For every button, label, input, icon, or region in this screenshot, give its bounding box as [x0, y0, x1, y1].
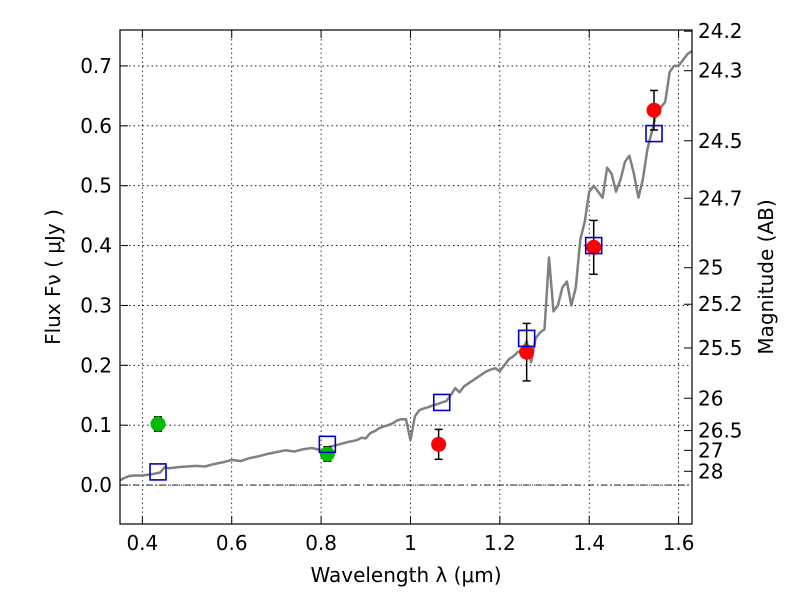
- y-tick-label: 0.1: [80, 413, 112, 437]
- y-tick-label: 0.4: [80, 234, 112, 258]
- plot-series: [119, 49, 693, 482]
- model-point: [584, 236, 603, 255]
- y2-tick-label: 26.5: [698, 419, 743, 443]
- y2-tick-label: 26: [698, 386, 723, 410]
- model-point: [517, 329, 536, 348]
- data-point: [431, 436, 447, 452]
- data-point: [519, 344, 535, 360]
- y2-tick-label: 28: [698, 459, 723, 483]
- model-point: [149, 463, 167, 481]
- data-point: [586, 239, 602, 255]
- y-tick-label: 0.2: [80, 353, 112, 377]
- x-axis-label: Wavelength λ (μm): [310, 563, 501, 587]
- data-point: [646, 102, 662, 118]
- spectrum-line: [119, 49, 693, 482]
- y2-tick-label: 24.7: [698, 186, 743, 210]
- y-tick-label: 0.3: [80, 293, 112, 317]
- y2-tick-label: 24.2: [698, 19, 743, 43]
- y2-tick-label: 24.5: [698, 129, 743, 153]
- data-point: [150, 416, 166, 432]
- y2-tick-label: 24.3: [698, 59, 743, 83]
- data-point: [319, 446, 335, 462]
- x-tick-label: 0.4: [126, 531, 158, 555]
- model-point: [432, 393, 451, 412]
- y-tick-label: 0.5: [80, 174, 112, 198]
- y2-tick-label: 25.2: [698, 292, 743, 316]
- grid: [120, 30, 692, 524]
- y2-tick-label: 27: [698, 438, 723, 462]
- y-tick-label: 0.7: [80, 54, 112, 78]
- x-tick-label: 0.8: [305, 531, 337, 555]
- x-tick-label: 1: [404, 531, 417, 555]
- x-tick-label: 1.2: [484, 531, 516, 555]
- model-point: [318, 435, 337, 454]
- model-point: [645, 124, 663, 143]
- x-axis-ticks: 0.4 0.6 0.8 1 1.2 1.4 1.6: [126, 30, 695, 555]
- y-axis-ticks: 0.0 0.1 0.2 0.3 0.4 0.5 0.6 0.7: [80, 54, 128, 497]
- x-tick-label: 1.6: [663, 531, 695, 555]
- y2-axis-label: Magnitude (AB): [754, 199, 778, 354]
- y-axis-label: Flux Fν ( μJy ): [41, 209, 65, 345]
- x-tick-label: 0.6: [216, 531, 248, 555]
- y-tick-label: 0.0: [80, 473, 112, 497]
- x-tick-label: 1.4: [573, 531, 605, 555]
- y2-tick-label: 25: [698, 256, 723, 280]
- y-tick-label: 0.6: [80, 114, 112, 138]
- plot-frame: [119, 29, 693, 525]
- y2-tick-label: 25.5: [698, 336, 743, 360]
